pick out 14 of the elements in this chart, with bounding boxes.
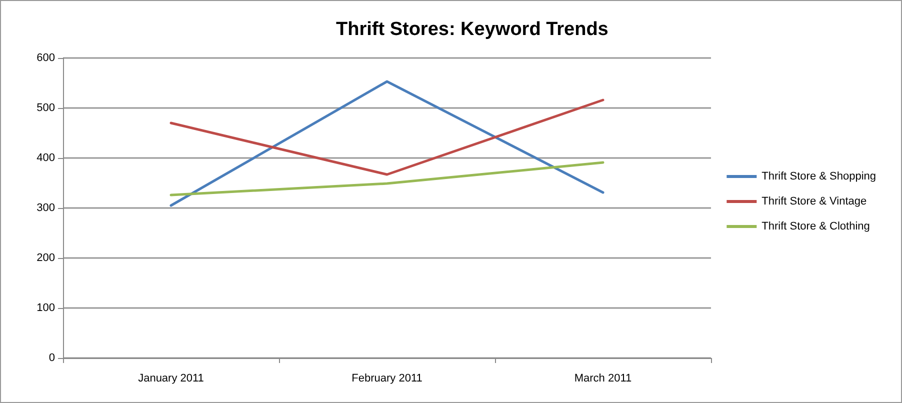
legend-label: Thrift Store & Shopping <box>762 170 876 182</box>
y-tick-label: 100 <box>36 302 55 314</box>
legend-label: Thrift Store & Clothing <box>762 220 870 232</box>
y-tick-label: 300 <box>36 202 55 214</box>
y-tick-label: 200 <box>36 252 55 264</box>
y-tick-label: 0 <box>48 352 55 364</box>
x-tick-label: February 2011 <box>352 372 422 384</box>
chart-title: Thrift Stores: Keyword Trends <box>336 19 608 40</box>
y-tick-label: 400 <box>36 152 55 164</box>
legend-label: Thrift Store & Vintage <box>762 196 867 208</box>
x-tick-label: March 2011 <box>574 372 632 384</box>
x-tick-label: January 2011 <box>138 372 204 384</box>
y-tick-label: 600 <box>36 52 55 64</box>
y-tick-label: 500 <box>36 102 55 114</box>
